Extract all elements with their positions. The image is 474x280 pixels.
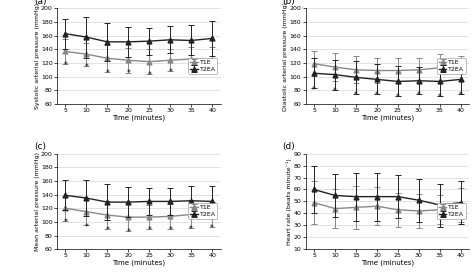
Text: *: *: [168, 68, 172, 77]
Legend: T1E, T2EA: T1E, T2EA: [188, 58, 218, 74]
Text: *: *: [126, 69, 130, 78]
Text: *: *: [333, 87, 337, 96]
Text: *: *: [189, 225, 193, 234]
Y-axis label: Heart rate (beats minute⁻¹): Heart rate (beats minute⁻¹): [286, 158, 292, 245]
Text: *: *: [168, 226, 172, 235]
Y-axis label: Diastolic arterial pressure (mmHg): Diastolic arterial pressure (mmHg): [283, 2, 288, 111]
Text: *: *: [459, 91, 463, 100]
Text: *: *: [312, 86, 316, 95]
Text: (a): (a): [34, 0, 46, 6]
Text: *: *: [189, 67, 193, 76]
Text: *: *: [105, 69, 109, 78]
Text: *: *: [210, 68, 214, 77]
Legend: T1E, T2EA: T1E, T2EA: [437, 203, 466, 219]
X-axis label: Time (minutes): Time (minutes): [361, 115, 414, 121]
Text: (d): (d): [283, 142, 295, 151]
Y-axis label: Mean arterial pressure (mmHg): Mean arterial pressure (mmHg): [35, 152, 39, 251]
Text: *: *: [126, 228, 130, 237]
Text: *: *: [375, 91, 379, 100]
Text: *: *: [147, 226, 151, 235]
Text: *: *: [210, 223, 214, 233]
Text: *: *: [64, 60, 67, 69]
X-axis label: Time (minutes): Time (minutes): [361, 260, 414, 266]
Legend: T1E, T2EA: T1E, T2EA: [188, 203, 218, 219]
Text: *: *: [417, 91, 421, 100]
Text: *: *: [64, 218, 67, 227]
Y-axis label: Systolic arterial pressure (mmHg): Systolic arterial pressure (mmHg): [35, 3, 39, 109]
X-axis label: Time (minutes): Time (minutes): [112, 260, 165, 266]
Text: (b): (b): [283, 0, 295, 6]
Text: *: *: [438, 93, 442, 102]
X-axis label: Time (minutes): Time (minutes): [112, 115, 165, 121]
Text: *: *: [105, 226, 109, 235]
Legend: T1E, T2EA: T1E, T2EA: [437, 58, 466, 74]
Text: *: *: [354, 91, 358, 100]
Text: *: *: [396, 93, 400, 102]
Text: *: *: [84, 223, 88, 232]
Text: (c): (c): [34, 142, 46, 151]
Text: *: *: [147, 71, 151, 80]
Text: *: *: [84, 63, 88, 72]
